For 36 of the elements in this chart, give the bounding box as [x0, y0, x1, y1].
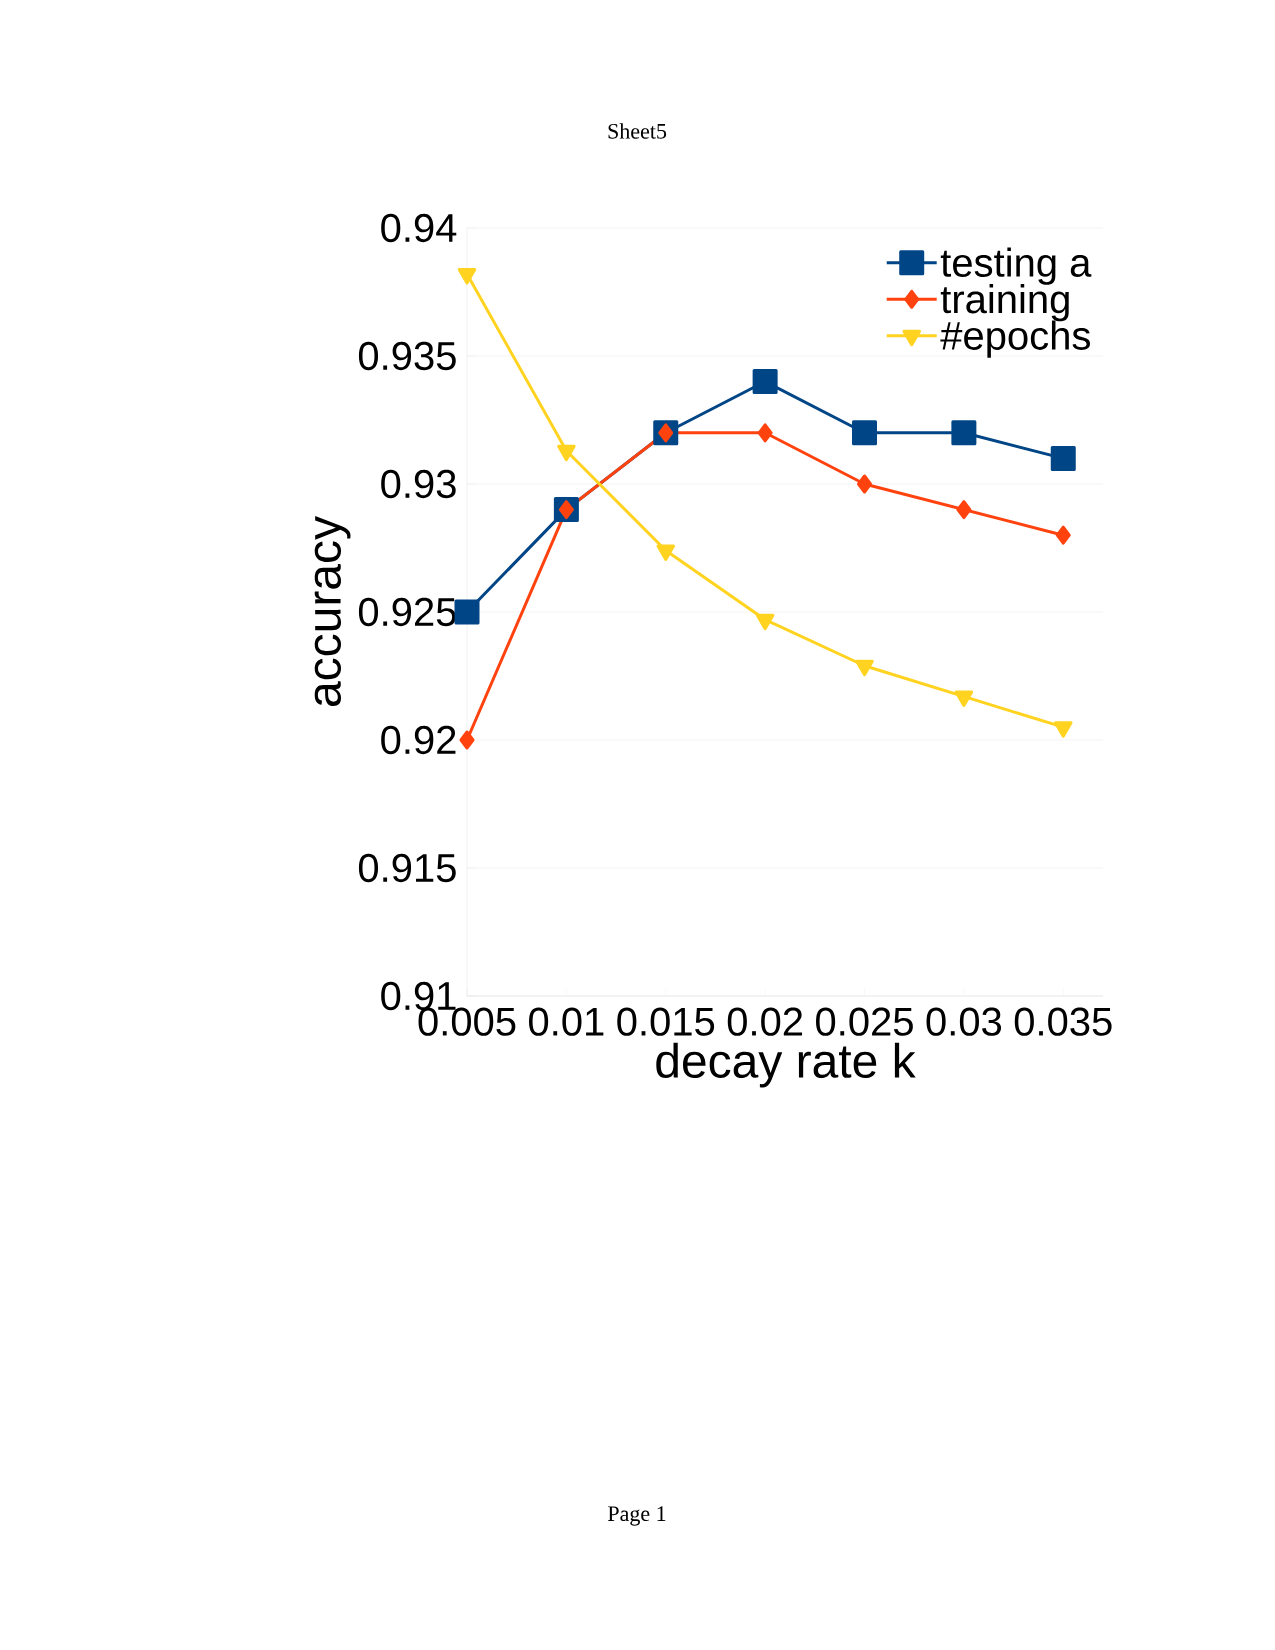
- point: [954, 690, 974, 707]
- point: [852, 420, 877, 446]
- x-tick-label: 0.035: [1014, 1007, 1112, 1036]
- point: [951, 420, 977, 446]
- point: [658, 423, 674, 443]
- point: [857, 474, 872, 494]
- point: [656, 544, 676, 562]
- chart-title: Sheet5: [608, 123, 667, 139]
- point: [855, 659, 874, 677]
- point: [558, 500, 574, 520]
- y-axis-title: accuracy: [314, 516, 351, 706]
- point: [757, 423, 773, 443]
- y-tick-label: 0.92: [381, 725, 456, 755]
- point: [755, 613, 775, 631]
- legend-label: training: [940, 284, 1069, 322]
- point: [956, 500, 972, 520]
- x-tick-label: 0.015: [617, 1007, 715, 1036]
- point: [557, 444, 576, 462]
- x-tick-label: 0.03: [926, 1007, 1002, 1036]
- point: [454, 599, 480, 625]
- point: [752, 369, 778, 395]
- y-tick-label: 0.915: [358, 853, 456, 883]
- x-tick-label: 0.02: [727, 1007, 803, 1036]
- legend-label: testing a: [940, 247, 1092, 285]
- point: [1055, 525, 1071, 545]
- text: Page 1: [608, 1506, 666, 1526]
- y-tick-label: 0.94: [381, 213, 457, 243]
- legend-label: #epochs: [940, 320, 1090, 358]
- y-tick-label: 0.925: [358, 597, 456, 627]
- point: [1050, 445, 1076, 471]
- x-tick-label: 0.025: [816, 1007, 913, 1036]
- y-tick-label: 0.935: [358, 341, 456, 371]
- y-tick-label: 0.93: [381, 469, 456, 499]
- x-tick-label: 0.01: [529, 1007, 604, 1036]
- x-axis-title: decay rate k: [656, 1042, 916, 1088]
- point: [1053, 721, 1073, 738]
